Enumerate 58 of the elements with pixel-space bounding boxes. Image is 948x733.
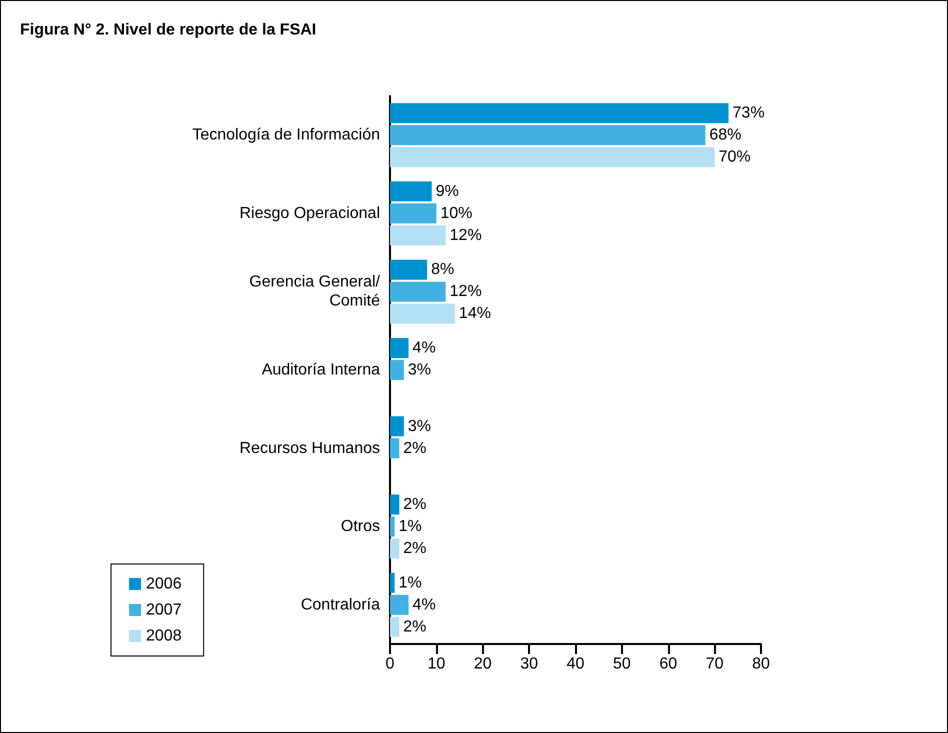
bar bbox=[390, 181, 432, 202]
text: Figura N° 2. Nivel de reporte de la FSAI bbox=[20, 22, 316, 38]
bar bbox=[390, 616, 400, 637]
x-tick-label: 30 bbox=[520, 656, 538, 672]
x-tick-label: 70 bbox=[706, 656, 724, 672]
x-tick-label: 50 bbox=[612, 656, 631, 672]
legend-label: 2007 bbox=[146, 602, 182, 618]
y-tick-label: Auditoría Interna bbox=[262, 362, 380, 378]
legend-label: 2006 bbox=[146, 576, 182, 592]
bar bbox=[390, 516, 395, 537]
data-label: 14% bbox=[458, 305, 491, 322]
data-label: 3% bbox=[408, 362, 432, 378]
y-tick-label: Gerencia General/ Comité bbox=[249, 274, 381, 310]
y-tick-label: Otros bbox=[340, 518, 380, 536]
x-tick-label: 10 bbox=[427, 656, 446, 672]
y-tick-label: Contraloría bbox=[300, 596, 380, 614]
data-label: 68% bbox=[709, 126, 742, 144]
data-label: 12% bbox=[450, 283, 482, 300]
bar bbox=[390, 260, 428, 280]
data-label: 2% bbox=[403, 540, 426, 558]
bar bbox=[390, 572, 395, 593]
bar bbox=[390, 125, 706, 146]
data-label: 2% bbox=[403, 496, 426, 514]
bar bbox=[390, 338, 409, 358]
bar bbox=[390, 538, 400, 559]
x-tick-label: 80 bbox=[752, 656, 770, 672]
legend-label: 2008 bbox=[146, 628, 182, 644]
data-label: 1% bbox=[398, 574, 422, 592]
data-label: 70% bbox=[718, 148, 751, 166]
bar bbox=[390, 360, 404, 380]
data-label: 2% bbox=[403, 440, 426, 457]
bar bbox=[390, 203, 436, 224]
bar bbox=[390, 282, 446, 302]
data-label: 3% bbox=[408, 418, 432, 435]
x-tick-label: 0 bbox=[386, 656, 395, 672]
bar bbox=[390, 416, 404, 436]
data-label: 10% bbox=[440, 204, 472, 222]
data-label: 2% bbox=[403, 618, 426, 636]
data-label: 1% bbox=[398, 518, 422, 536]
x-tick-label: 60 bbox=[659, 656, 678, 672]
y-tick-label: Tecnología de Información bbox=[192, 126, 380, 144]
data-label: 73% bbox=[732, 104, 765, 122]
data-label: 12% bbox=[450, 226, 482, 244]
bar bbox=[390, 304, 455, 324]
bar bbox=[390, 147, 715, 168]
bar bbox=[390, 103, 729, 124]
data-label: 4% bbox=[412, 596, 436, 614]
data-label: 9% bbox=[436, 182, 459, 200]
bar bbox=[390, 225, 446, 246]
y-tick-label: Riesgo Operacional bbox=[239, 204, 380, 222]
data-label: 8% bbox=[431, 261, 454, 278]
bar bbox=[390, 438, 400, 458]
bar bbox=[390, 494, 400, 515]
x-tick-label: 20 bbox=[474, 656, 492, 672]
x-tick-label: 40 bbox=[566, 656, 584, 672]
bar bbox=[390, 594, 409, 615]
data-label: 4% bbox=[412, 340, 436, 356]
y-tick-label: Recursos Humanos bbox=[240, 440, 380, 457]
